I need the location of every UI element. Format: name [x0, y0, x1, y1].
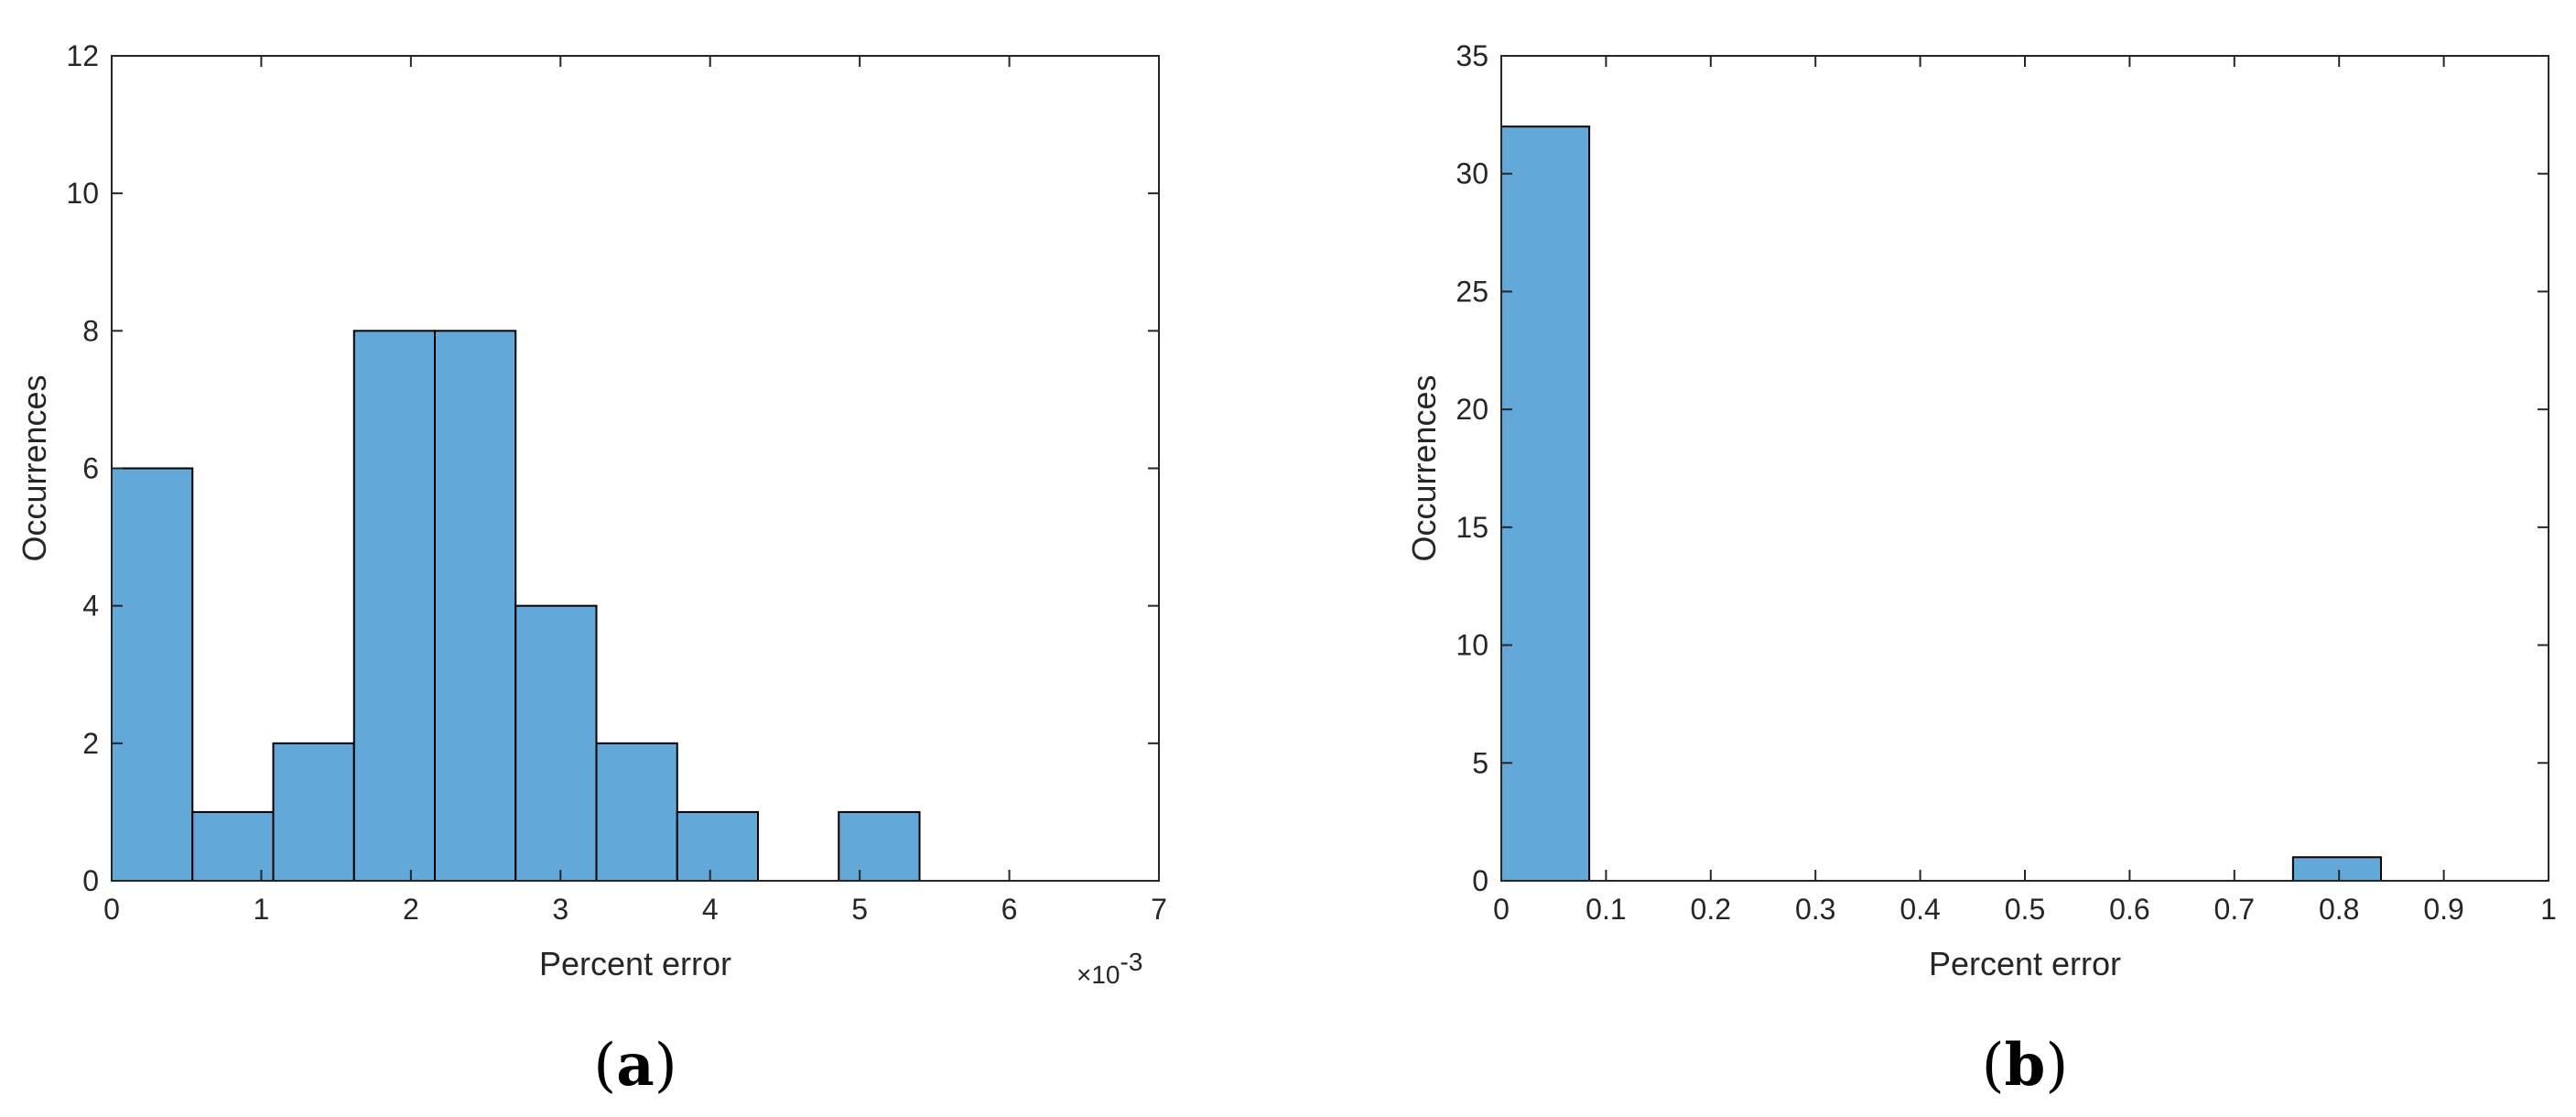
panel-letter-a: a	[616, 1031, 654, 1100]
histogram-bar	[352, 330, 437, 883]
x-axis-label-a: Percent error	[539, 945, 731, 982]
x-tick-label: 7	[1151, 893, 1167, 926]
histogram-bar	[111, 467, 194, 882]
histogram-bar	[272, 742, 355, 882]
histogram-bar	[838, 810, 921, 883]
y-tick-label: 15	[1456, 511, 1488, 544]
y-tick-label: 0	[82, 864, 99, 897]
x-axis-label-b: Percent error	[1929, 945, 2121, 982]
x-tick-label: 5	[851, 893, 868, 926]
histogram-bar	[434, 330, 517, 883]
x-tick-label: 1	[2540, 893, 2557, 926]
x-multiplier-exponent-a: -3	[1120, 948, 1143, 976]
x-tick-label: 0.2	[1691, 893, 1731, 926]
x-multiplier-base-a: ×10	[1077, 960, 1120, 989]
y-axis-label-b: Occurrences	[1405, 374, 1443, 561]
histogram-bar	[595, 742, 678, 882]
x-tick-label: 0.7	[2214, 893, 2255, 926]
x-multiplier-a: ×10-3	[1077, 948, 1142, 989]
x-tick-label: 2	[403, 893, 419, 926]
panel-label-b: (b)	[1982, 1031, 2069, 1100]
y-tick-label: 10	[66, 177, 99, 210]
histogram-bar	[191, 810, 275, 883]
y-tick-label: 30	[1456, 157, 1488, 190]
bars-b	[1500, 125, 2382, 882]
x-tick-label: 0.4	[1900, 893, 1940, 926]
x-tick-label: 3	[552, 893, 568, 926]
x-tick-label: 0.3	[1795, 893, 1835, 926]
y-tick-label: 25	[1456, 275, 1488, 308]
chart-panel-b: 0 0.1 0.2 0.3 0.4 0.5 0.6 0.7 0.8 0.9 1 0 5 10 15 20 25…	[1405, 39, 2557, 1100]
y-axis-label-a: Occurrences	[16, 374, 53, 561]
panel-paren-open-b: (	[1982, 1032, 2005, 1100]
y-tick-label: 2	[82, 727, 99, 760]
x-tick-label: 1	[254, 893, 270, 926]
x-tick-label: 0	[103, 893, 120, 926]
y-tick-label: 6	[82, 452, 99, 485]
plot-frame-b	[1500, 55, 2549, 882]
panel-paren-close-b: )	[2045, 1032, 2068, 1100]
histogram-bar	[514, 604, 598, 883]
x-tick-label: 0	[1493, 893, 1510, 926]
panel-paren-open-a: (	[593, 1032, 616, 1100]
panel-paren-close-a: )	[655, 1032, 677, 1100]
y-tick-label: 20	[1456, 393, 1488, 426]
y-tick-label: 0	[1472, 864, 1488, 897]
x-tick-label: 0.5	[2005, 893, 2045, 926]
y-tick-label: 5	[1472, 746, 1488, 779]
histogram-bar	[676, 810, 760, 883]
x-tick-label: 4	[702, 893, 719, 926]
x-tick-label: 0.9	[2423, 893, 2463, 926]
panel-letter-b: b	[2005, 1031, 2046, 1100]
x-ticks-a: 0 1 2 3 4 5 6 7	[103, 56, 1167, 926]
x-tick-label: 0.8	[2319, 893, 2359, 926]
x-tick-label: 6	[1001, 893, 1018, 926]
y-tick-label: 35	[1456, 39, 1488, 72]
x-tick-label: 0.1	[1586, 893, 1626, 926]
y-tick-label: 12	[66, 39, 99, 72]
x-tick-label: 0.6	[2109, 893, 2149, 926]
histogram-bar	[1500, 125, 1591, 882]
histogram-bar	[2291, 856, 2382, 882]
y-ticks-a: 0 2 4 6 8 10 12	[66, 39, 1159, 897]
y-ticks-b: 0 5 10 15 20 25 30 35	[1456, 39, 2549, 897]
panel-label-a: (a)	[593, 1031, 676, 1100]
y-tick-label: 8	[82, 314, 99, 347]
bars-a	[111, 330, 921, 883]
y-tick-label: 10	[1456, 629, 1488, 662]
y-tick-label: 4	[82, 590, 99, 623]
x-ticks-b: 0 0.1 0.2 0.3 0.4 0.5 0.6 0.7 0.8 0.9 1	[1493, 56, 2557, 926]
